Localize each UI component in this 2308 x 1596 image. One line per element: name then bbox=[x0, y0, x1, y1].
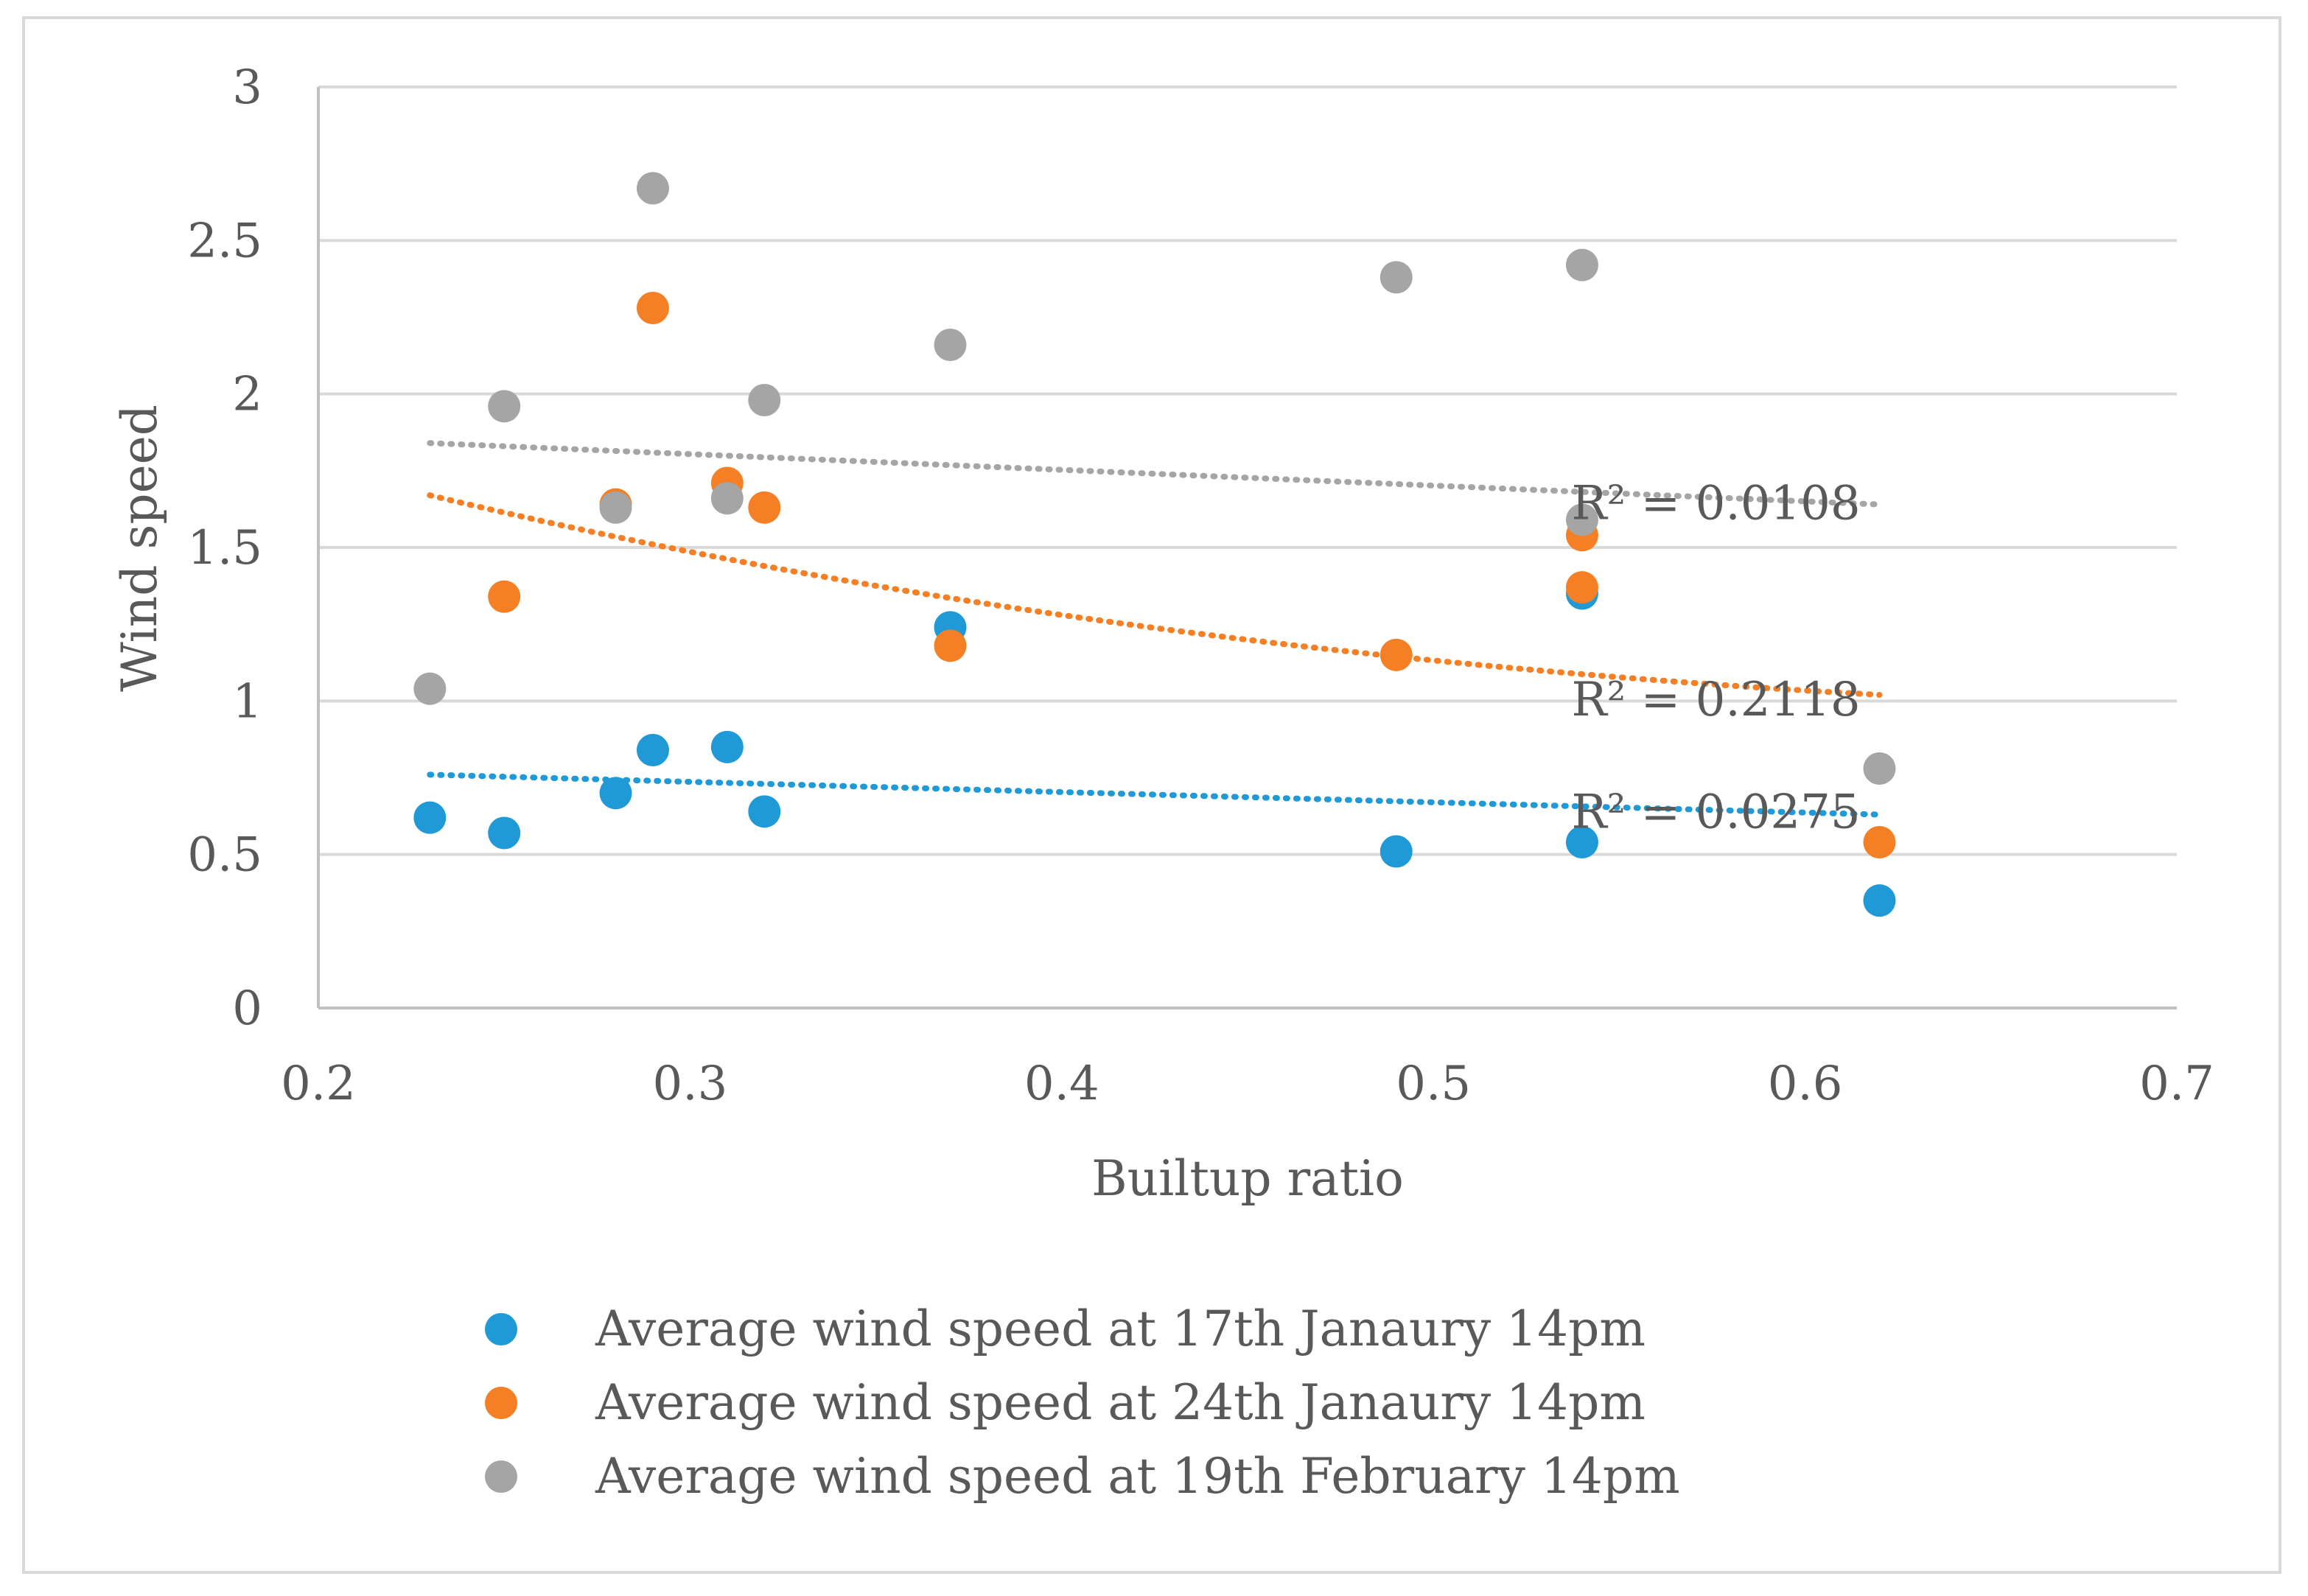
trendline bbox=[427, 771, 1883, 818]
trendlines bbox=[427, 440, 1883, 818]
data-point bbox=[1565, 503, 1598, 536]
data-point bbox=[748, 795, 781, 828]
y-tick-label: 3 bbox=[232, 60, 262, 115]
data-point bbox=[934, 329, 967, 361]
y-tick-label: 2 bbox=[232, 368, 262, 422]
data-point bbox=[1863, 826, 1896, 858]
x-tick-label: 0.7 bbox=[2139, 1057, 2214, 1111]
data-point bbox=[1863, 884, 1896, 917]
legend-marker bbox=[485, 1387, 517, 1419]
x-tick-label: 0.2 bbox=[281, 1057, 356, 1111]
x-tick-label: 0.5 bbox=[1396, 1057, 1471, 1111]
legend-label: Average wind speed at 17th Janaury 14pm bbox=[595, 1301, 1646, 1357]
data-point bbox=[1565, 571, 1598, 604]
data-point bbox=[1379, 638, 1413, 671]
data-point bbox=[413, 801, 447, 834]
trendline bbox=[427, 440, 1883, 508]
data-point bbox=[636, 734, 669, 766]
data-point bbox=[599, 491, 632, 524]
data-point bbox=[710, 482, 744, 515]
data-points bbox=[413, 172, 1896, 917]
y-tick-label: 0 bbox=[232, 981, 262, 1036]
data-point bbox=[710, 730, 744, 763]
data-point bbox=[488, 580, 521, 613]
y-tick-label: 1 bbox=[232, 674, 262, 729]
data-point bbox=[748, 384, 781, 416]
data-point bbox=[748, 491, 781, 524]
r2-label: R² = 0.0275 bbox=[1571, 785, 1860, 840]
data-point bbox=[1863, 752, 1896, 785]
data-point bbox=[488, 816, 521, 850]
y-axis-title: Wind speed bbox=[111, 405, 168, 692]
axes: 0 0.5 1 1.5 2 2.5 3 0.2 0.3 0.4 0.5 0.6 0.7 bbox=[187, 60, 2214, 1111]
data-point bbox=[413, 672, 447, 705]
data-point bbox=[1565, 826, 1598, 858]
legend-marker bbox=[485, 1313, 517, 1345]
legend-marker bbox=[485, 1460, 517, 1493]
legend-label: Average wind speed at 19th February 14pm bbox=[595, 1448, 1680, 1505]
data-point bbox=[636, 292, 669, 324]
x-axis-title: Builtup ratio bbox=[1091, 1150, 1404, 1207]
data-point bbox=[636, 172, 669, 205]
data-point bbox=[1565, 248, 1598, 281]
gridlines bbox=[318, 85, 2177, 856]
trendline bbox=[427, 492, 1883, 698]
r2-labels: R² = 0.0275 R² = 0.2118 R² = 0.0108 bbox=[1571, 477, 1860, 840]
data-point bbox=[488, 390, 521, 423]
data-point bbox=[599, 777, 632, 810]
r2-label: R² = 0.0108 bbox=[1571, 477, 1860, 531]
y-tick-label: 1.5 bbox=[187, 521, 262, 575]
y-tick-label: 0.5 bbox=[187, 828, 262, 883]
legend: Average wind speed at 17th Janaury 14pm A… bbox=[485, 1301, 1680, 1505]
data-point bbox=[1379, 835, 1413, 868]
r2-label: R² = 0.2118 bbox=[1571, 673, 1860, 727]
data-point bbox=[934, 629, 967, 662]
legend-label: Average wind speed at 24th Janaury 14pm bbox=[595, 1374, 1646, 1431]
x-tick-label: 0.4 bbox=[1024, 1057, 1099, 1111]
data-point bbox=[1379, 261, 1413, 294]
x-tick-label: 0.3 bbox=[653, 1057, 728, 1111]
y-tick-label: 2.5 bbox=[187, 214, 262, 268]
x-tick-label: 0.6 bbox=[1768, 1057, 1843, 1111]
